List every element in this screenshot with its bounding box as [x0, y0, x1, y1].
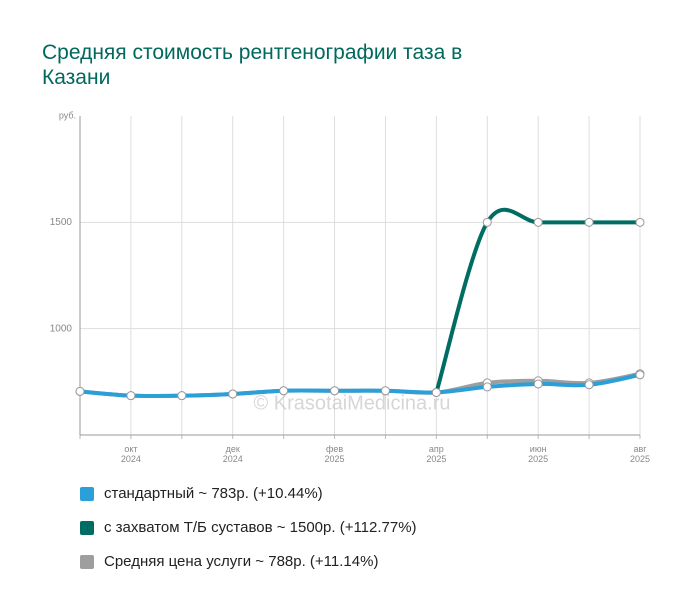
- point: [330, 386, 340, 396]
- x-tick-month: апр: [429, 444, 444, 454]
- legend-label: с захватом Т/Б суставов ~ 1500р. (+112.7…: [104, 519, 417, 536]
- y-tick-label: 1500: [50, 217, 73, 228]
- x-tick-label: фев 2025: [325, 444, 345, 464]
- series-line: [434, 207, 642, 395]
- point: [177, 391, 187, 401]
- x-tick-label: авг 2025: [630, 444, 650, 464]
- point: [380, 386, 390, 396]
- y-tick-label: 1000: [50, 323, 73, 334]
- x-tick-month: окт: [124, 444, 137, 454]
- point: [584, 380, 594, 390]
- x-tick-label: апр 2025: [426, 444, 446, 464]
- point: [482, 382, 492, 392]
- x-tick-month: фев: [326, 444, 343, 454]
- point: [482, 217, 492, 227]
- point: [431, 387, 441, 397]
- x-tick-label: окт 2024: [121, 444, 141, 464]
- y-axis-label: руб.: [59, 110, 76, 120]
- legend-swatch: [80, 487, 94, 501]
- point: [635, 217, 645, 227]
- x-tick-label: июн 2025: [528, 444, 548, 464]
- point: [635, 370, 645, 380]
- legend-swatch: [80, 555, 94, 569]
- x-tick-month: июн: [530, 444, 547, 454]
- point: [279, 386, 289, 396]
- point: [228, 389, 238, 399]
- point: [533, 379, 543, 389]
- x-tick-month: дек: [226, 444, 240, 454]
- x-tick-year: 2025: [630, 454, 650, 464]
- legend-swatch: [80, 521, 94, 535]
- x-tick-label: дек 2024: [223, 444, 243, 464]
- point: [533, 217, 543, 227]
- watermark: © KrasotaiMedicina.ru: [253, 392, 450, 414]
- x-tick-year: 2024: [121, 454, 141, 464]
- x-tick-year: 2025: [528, 454, 548, 464]
- x-tick-year: 2025: [426, 454, 446, 464]
- point: [584, 217, 594, 227]
- legend-label: Средняя цена услуги ~ 788р. (+11.14%): [104, 553, 378, 570]
- x-tick-year: 2025: [325, 454, 345, 464]
- x-tick-month: авг: [633, 444, 647, 454]
- point: [75, 386, 85, 396]
- x-tick-year: 2024: [223, 454, 243, 464]
- point: [126, 391, 136, 401]
- legend-label: стандартный ~ 783р. (+10.44%): [104, 485, 323, 502]
